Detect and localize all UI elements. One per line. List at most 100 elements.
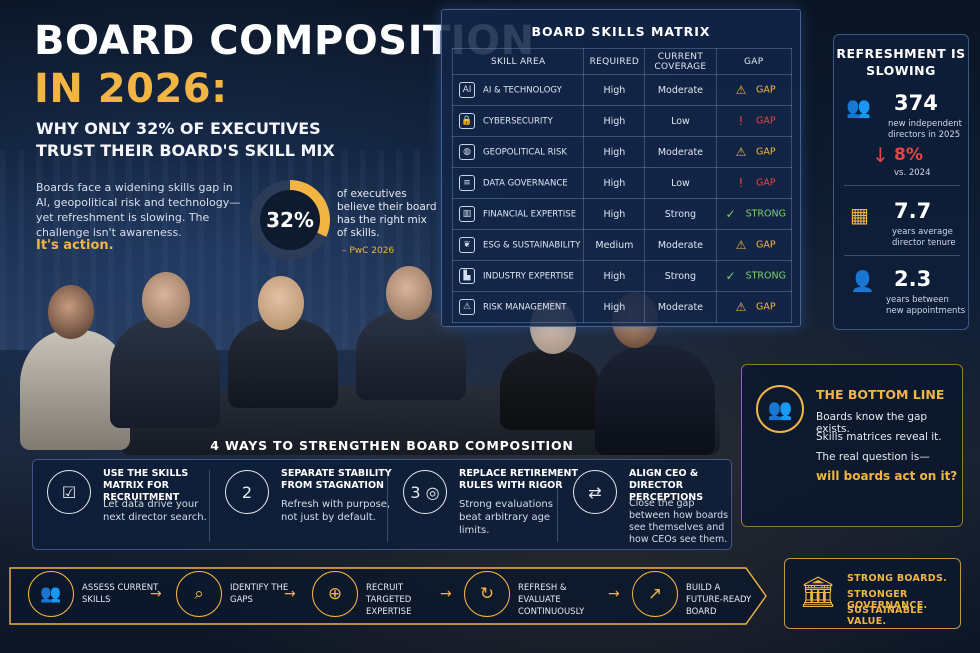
refreshment-title: REFRESHMENT IS SLOWING	[836, 46, 966, 78]
person-clock-icon: 👤	[850, 269, 875, 293]
step-arrow-2: →	[284, 586, 296, 602]
matrix-cell-skill: ⚠ RISK MANAGEMENT	[451, 291, 585, 323]
closing-line-3: SUSTAINABLE VALUE.	[847, 605, 924, 627]
matrix-cell-gap: ⚠ GAP	[715, 291, 793, 323]
matrix-cell-coverage: Low	[644, 105, 717, 137]
page-title-line2: IN 2026:	[34, 66, 228, 112]
alert-circle-icon: !	[738, 176, 744, 190]
way-body-2: Refresh with purpose, not just by defaul…	[281, 499, 391, 523]
matrix-skill-label: AI & TECHNOLOGY	[483, 85, 562, 96]
target-icon: 3 ◎	[403, 470, 447, 514]
bottom-line-title: THE BOTTOM LINE	[816, 387, 945, 402]
stat-tenure-label: years average director tenure	[892, 227, 956, 248]
step-arrow-4: →	[608, 586, 620, 602]
matrix-row: AI AI & TECHNOLOGY High Moderate ⚠ GAP	[451, 74, 793, 106]
stat-tenure: 7.7	[894, 199, 932, 223]
matrix-cell-required: High	[583, 260, 646, 292]
matrix-skill-label: INDUSTRY EXPERTISE	[483, 271, 574, 282]
matrix-cell-required: High	[583, 167, 646, 199]
magnifier-icon: ⌕	[176, 571, 222, 617]
warning-triangle-icon: ⚠	[735, 83, 747, 97]
matrix-cell-skill: ◍ GEOPOLITICAL RISK	[451, 136, 585, 168]
page-subtitle: WHY ONLY 32% OF EXECUTIVES TRUST THEIR B…	[36, 119, 335, 160]
matrix-cell-skill: AI AI & TECHNOLOGY	[451, 74, 585, 106]
matrix-title: BOARD SKILLS MATRIX	[531, 24, 711, 39]
matrix-skill-label: GEOPOLITICAL RISK	[483, 147, 567, 158]
matrix-header-gap: GAP	[715, 48, 793, 75]
step-label-1: ASSESS CURRENT SKILLS	[82, 583, 159, 605]
stat-decline-label: vs. 2024	[894, 168, 931, 178]
lock-icon: 🔒	[459, 113, 475, 129]
refreshment-panel: REFRESHMENT IS SLOWING 👥 374 new indepen…	[833, 34, 969, 330]
gap-status-label: GAP	[755, 301, 776, 313]
person-3-head	[258, 276, 304, 330]
step-arrow-3: →	[440, 586, 452, 602]
people-assess-icon: 👥	[28, 571, 74, 617]
matrix-row: ≡ DATA GOVERNANCE High Low! GAP	[451, 167, 793, 199]
way-body-4: Close the gap between how boards see the…	[629, 498, 729, 545]
matrix-header-coverage: CURRENT COVERAGE	[644, 48, 717, 75]
bottom-line-question: will boards act on it?	[816, 469, 958, 483]
handshake-icon: ⇄	[573, 470, 617, 514]
step-label-5: BUILD A FUTURE-READY BOARD	[686, 583, 752, 617]
way-body-1: Let data drive your next director search…	[103, 499, 207, 523]
matrix-cell-required: High	[583, 105, 646, 137]
way-body-3: Strong evaluations beat arbitrary age li…	[459, 499, 553, 536]
person-5	[500, 350, 600, 430]
matrix-skill-label: CYBERSECURITY	[483, 116, 553, 127]
matrix-row: ▙ INDUSTRY EXPERTISE High Strong ✓ STRONG	[451, 260, 793, 292]
matrix-cell-coverage: Moderate	[644, 229, 717, 261]
bottom-line-text-2: Skills matrices reveal it.	[816, 431, 942, 443]
person-1-head	[48, 285, 94, 339]
stat-decline: 8%	[894, 145, 923, 165]
way-title-4: ALIGN CEO & DIRECTOR PERCEPTIONS	[629, 468, 704, 503]
way-item-1: ☑ USE THE SKILLS MATRIX FOR RECRUITMENT …	[33, 460, 208, 551]
refresh-people-icon: ↻	[464, 571, 510, 617]
stat-new-directors-label: new independent directors in 2025	[888, 119, 963, 140]
matrix-cell-skill: ▥ FINANCIAL EXPERTISE	[451, 198, 585, 230]
skills-matrix-table: SKILL AREA REQUIRED CURRENT COVERAGE GAP…	[451, 48, 793, 323]
matrix-cell-required: High	[583, 74, 646, 106]
check-shield-icon: ✓	[725, 269, 736, 283]
matrix-cell-coverage: Moderate	[644, 291, 717, 323]
matrix-skill-label: ESG & SUSTAINABILITY	[483, 240, 581, 251]
process-bar: 👥 ASSESS CURRENT SKILLS → ⌕ IDENTIFY THE…	[8, 564, 768, 628]
matrix-skill-label: FINANCIAL EXPERTISE	[483, 209, 577, 220]
warning-icon: ⚠	[459, 299, 475, 315]
matrix-cell-coverage: Moderate	[644, 136, 717, 168]
ways-title: 4 WAYS TO STRENGTHEN BOARD COMPOSITION	[210, 438, 574, 453]
skills-matrix-panel: BOARD SKILLS MATRIX SKILL AREA REQUIRED …	[441, 9, 801, 327]
ai-chip-icon: AI	[459, 82, 475, 98]
growth-chart-icon: ↗	[632, 571, 678, 617]
matrix-cell-gap: ⚠ GAP	[715, 229, 793, 261]
matrix-cell-coverage: Strong	[644, 260, 717, 292]
matrix-cell-gap: ! GAP	[715, 167, 793, 199]
way-title-1: USE THE SKILLS MATRIX FOR RECRUITMENT	[103, 468, 189, 503]
globe-icon: ◍	[459, 144, 475, 160]
matrix-cell-skill: 🔒 CYBERSECURITY	[451, 105, 585, 137]
ways-panel: ☑ USE THE SKILLS MATRIX FOR RECRUITMENT …	[32, 459, 732, 550]
bottom-line-text-3: The real question is—	[816, 451, 930, 463]
person-2	[110, 318, 220, 428]
gap-status-label: GAP	[755, 239, 776, 251]
matrix-cell-required: High	[583, 198, 646, 230]
number-two-people-icon: 2	[225, 470, 269, 514]
matrix-cell-gap: ! GAP	[715, 105, 793, 137]
stat-donut: 32%	[250, 180, 330, 260]
ways-divider-1	[209, 470, 210, 542]
alert-circle-icon: !	[738, 114, 744, 128]
matrix-header-required: REQUIRED	[583, 48, 646, 75]
matrix-row: 🔒 CYBERSECURITY High Low! GAP	[451, 105, 793, 137]
matrix-cell-required: High	[583, 291, 646, 323]
matrix-cell-gap: ✓ STRONG	[715, 198, 793, 230]
intro-accent: It's action.	[36, 238, 114, 253]
ways-divider-2	[387, 470, 388, 542]
matrix-cell-required: High	[583, 136, 646, 168]
stat-appointments: 2.3	[894, 267, 932, 291]
matrix-cell-gap: ⚠ GAP	[715, 136, 793, 168]
person-6	[595, 345, 715, 455]
way-item-4: ⇄ ALIGN CEO & DIRECTOR PERCEPTIONS Close…	[559, 460, 733, 551]
gap-status-label: GAP	[755, 177, 776, 189]
stat-value: 32%	[260, 190, 320, 250]
matrix-header-skill: SKILL AREA	[451, 48, 585, 75]
